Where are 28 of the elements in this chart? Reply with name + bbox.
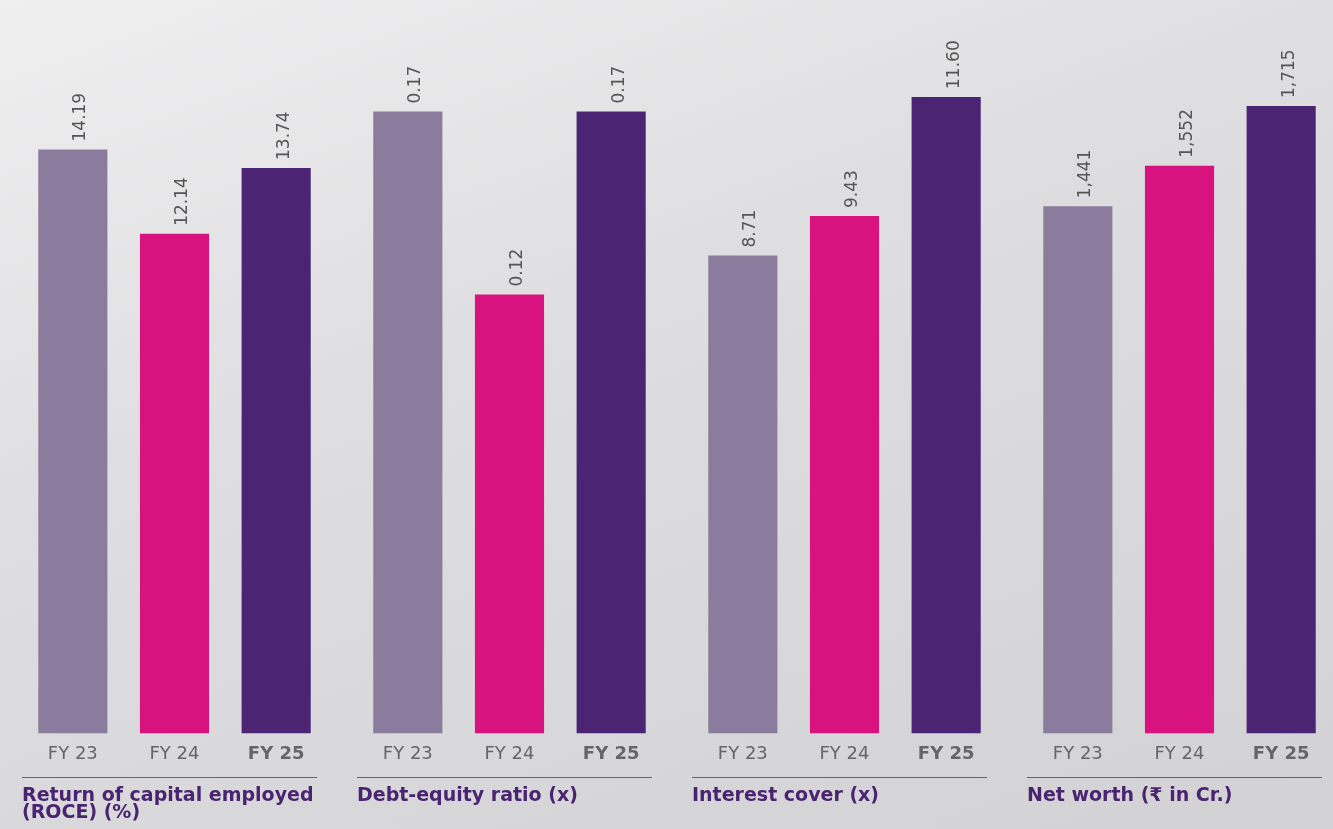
data-label: 0.17 (607, 65, 628, 104)
data-label: 8.71 (739, 209, 760, 248)
data-label: 14.19 (69, 92, 90, 142)
x-tick-label: FY 25 (582, 741, 640, 763)
x-tick-label: FY 23 (47, 741, 98, 763)
x-tick-label: FY 23 (382, 741, 433, 763)
x-tick-label: FY 24 (819, 741, 870, 763)
x-tick-label: FY 24 (1154, 741, 1205, 763)
text: Debt-equity ratio (x) (357, 777, 652, 805)
x-tick-label: FY 24 (149, 741, 200, 763)
data-label: 13.74 (272, 111, 293, 160)
text: Return of capital employed (ROCE) (%) (22, 777, 317, 822)
data-label: 11.60 (942, 40, 963, 89)
data-label: 0.17 (404, 65, 425, 104)
text: Net worth (₹ in Cr.) (1027, 777, 1322, 805)
data-label: 9.43 (840, 170, 861, 209)
x-tick-label: FY 23 (717, 741, 768, 763)
x-tick-label: FY 25 (1252, 741, 1310, 763)
text: Interest cover (x) (692, 777, 987, 805)
x-tick-label: FY 25 (247, 741, 305, 763)
data-label: 1,552 (1175, 109, 1196, 158)
x-tick-label: FY 24 (484, 741, 535, 763)
data-label: 1,441 (1074, 149, 1095, 199)
x-tick-label: FY 23 (1052, 741, 1103, 763)
x-tick-label: FY 25 (917, 741, 975, 763)
data-label: 1,715 (1277, 49, 1298, 99)
data-label: 12.14 (170, 177, 191, 226)
data-label: 0.12 (505, 248, 526, 287)
